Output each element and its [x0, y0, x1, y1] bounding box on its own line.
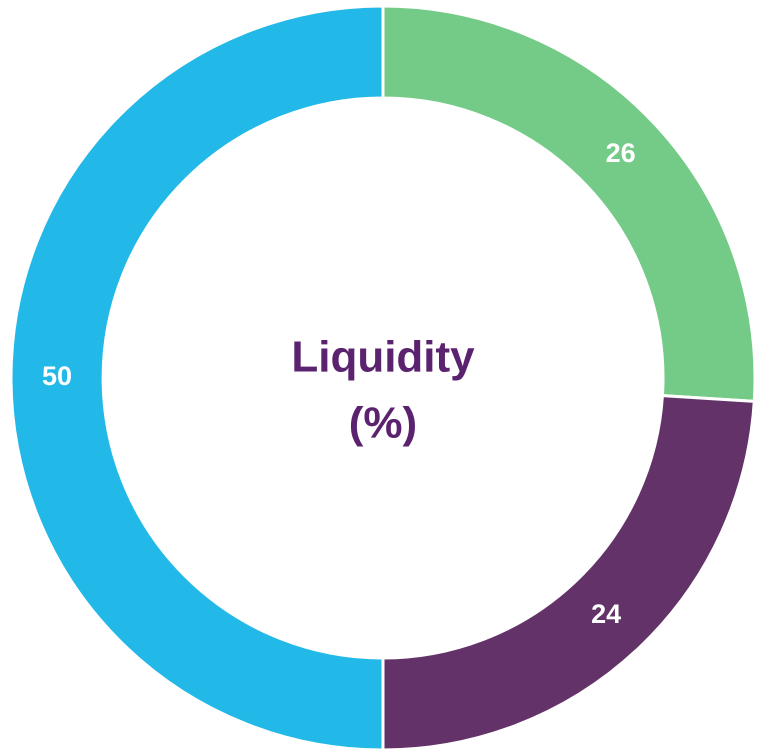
donut-segment: [381, 393, 756, 750]
chart-subtitle: (%): [349, 399, 417, 448]
data-label: 26: [606, 138, 636, 168]
data-label: 50: [42, 361, 72, 391]
chart-title: Liquidity: [291, 333, 475, 382]
donut-segment: [381, 4, 757, 403]
data-label: 24: [591, 599, 621, 629]
donut-segment: [9, 4, 385, 750]
